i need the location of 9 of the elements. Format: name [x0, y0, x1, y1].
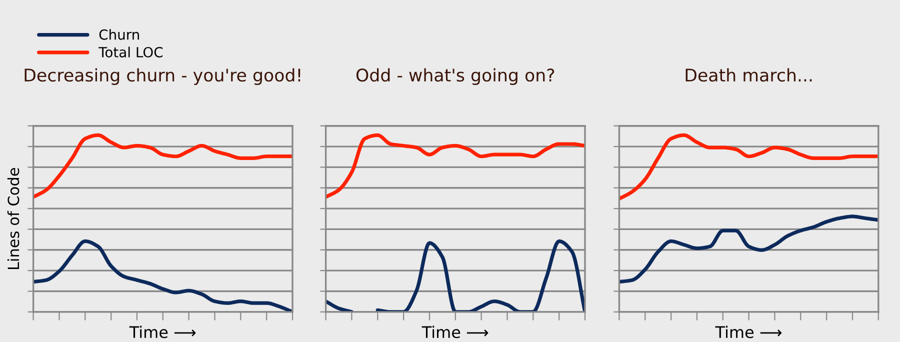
y-axis-title: Lines of Code — [7, 168, 20, 270]
legend-label: Churn — [99, 29, 139, 40]
chart-title: Decreasing churn - you're good! — [24, 68, 300, 86]
legend-label: Total LOC — [98, 46, 163, 58]
x-axis-title: Time ⟶ — [422, 326, 488, 338]
x-axis-title: Time ⟶ — [129, 326, 196, 338]
chart-title: Death march... — [686, 68, 812, 82]
chart-title: Odd - what's going on? — [356, 68, 554, 86]
x-axis-title: Time ⟶ — [715, 326, 782, 338]
